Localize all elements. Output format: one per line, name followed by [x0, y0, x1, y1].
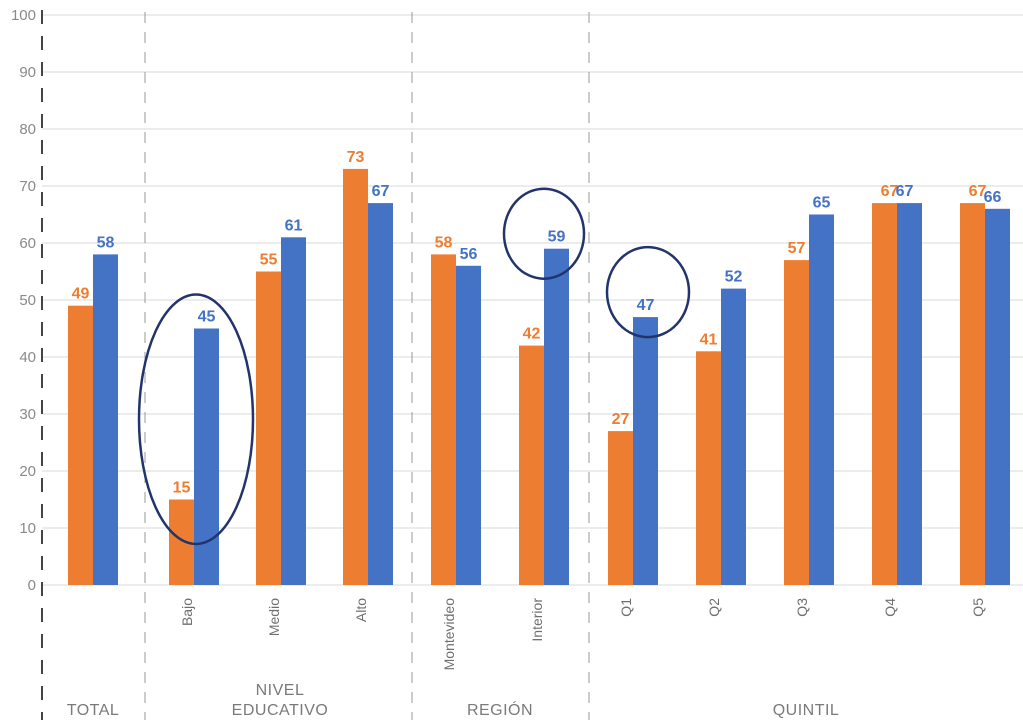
data-label: 66: [984, 189, 1002, 206]
category-label: Q5: [970, 598, 986, 617]
bar-s1-q2: [696, 351, 721, 585]
y-axis: 0 10 20 30 40 50 60 70 80 90 100: [11, 7, 36, 594]
data-label: 15: [173, 480, 191, 497]
group-label: TOTAL: [67, 702, 120, 719]
y-tick-label: 70: [19, 178, 36, 195]
y-tick-label: 10: [19, 520, 36, 537]
bar-s2-montevideo: [456, 265, 481, 585]
data-label: 56: [460, 246, 478, 263]
x-axis-categories: Bajo Medio Alto Montevideo Interior Q1 Q2 Q3 Q4 Q…: [179, 598, 986, 671]
data-label: 27: [612, 411, 630, 428]
bar-s2-q3: [809, 214, 834, 585]
category-label: Q1: [618, 598, 634, 617]
data-label: 49: [72, 286, 90, 303]
category-label: Bajo: [179, 598, 195, 626]
y-tick-label: 90: [19, 64, 36, 81]
data-label: 67: [896, 183, 914, 200]
data-label: 61: [285, 217, 303, 234]
bar-s2-interior: [544, 248, 569, 585]
data-label: 58: [97, 234, 115, 251]
category-label: Q3: [794, 598, 810, 617]
bar-s1-total: [68, 305, 93, 585]
category-label: Q2: [706, 598, 722, 617]
bar-s1-alto: [343, 168, 368, 585]
bar-s1-medio: [256, 271, 281, 585]
bar-s1-montevideo: [431, 254, 456, 585]
highlight-ellipse: [137, 293, 255, 546]
y-tick-label: 80: [19, 121, 36, 138]
bar-s2-q4: [897, 203, 922, 585]
y-tick-label: 40: [19, 349, 36, 366]
data-label: 67: [881, 183, 899, 200]
bar-s1-interior: [519, 345, 544, 585]
y-tick-label: 50: [19, 292, 36, 309]
bars: [68, 168, 1010, 586]
category-label: Alto: [353, 598, 369, 622]
highlight-ellipse: [502, 187, 586, 280]
y-tick-label: 20: [19, 463, 36, 480]
data-label: 57: [788, 240, 806, 257]
y-tick-label: 100: [11, 7, 36, 24]
group-label: REGIÓN: [467, 700, 533, 719]
category-label: Interior: [529, 598, 545, 642]
bar-s2-total: [93, 254, 118, 585]
data-label: 45: [198, 309, 216, 326]
data-label: 58: [435, 234, 453, 251]
category-label: Medio: [266, 598, 282, 636]
category-label: Montevideo: [441, 598, 457, 671]
group-separators: [41, 10, 590, 720]
data-label: 73: [347, 149, 365, 166]
y-tick-label: 60: [19, 235, 36, 252]
highlight-ellipses: [137, 187, 691, 546]
data-label: 67: [372, 183, 390, 200]
y-tick-label: 30: [19, 406, 36, 423]
group-label: QUINTIL: [773, 702, 840, 719]
category-label: Q4: [882, 598, 898, 617]
data-label: 41: [700, 331, 718, 348]
x-axis-groups: TOTAL NIVEL EDUCATIVO REGIÓN QUINTIL: [67, 682, 840, 719]
data-label: 42: [523, 326, 541, 343]
data-label: 47: [637, 297, 655, 314]
bar-s2-medio: [281, 237, 306, 586]
bar-s2-q1: [633, 317, 658, 585]
y-tick-label: 0: [28, 577, 36, 594]
bar-s2-alto: [368, 203, 393, 585]
bar-s1-q3: [784, 260, 809, 585]
group-label: NIVEL: [256, 682, 305, 699]
bar-s1-q1: [608, 431, 633, 585]
group-label: EDUCATIVO: [232, 702, 329, 719]
bar-s2-bajo: [194, 328, 219, 585]
bar-s1-q4: [872, 203, 897, 585]
data-label: 65: [813, 195, 831, 212]
data-label: 55: [260, 252, 278, 269]
highlight-ellipse: [605, 245, 691, 339]
data-label: 52: [725, 269, 743, 286]
bar-s2-q2: [721, 288, 746, 585]
data-label: 67: [969, 183, 987, 200]
bar-s1-q5: [960, 203, 985, 585]
bar-s2-q5: [985, 208, 1010, 586]
data-label: 59: [548, 229, 566, 246]
